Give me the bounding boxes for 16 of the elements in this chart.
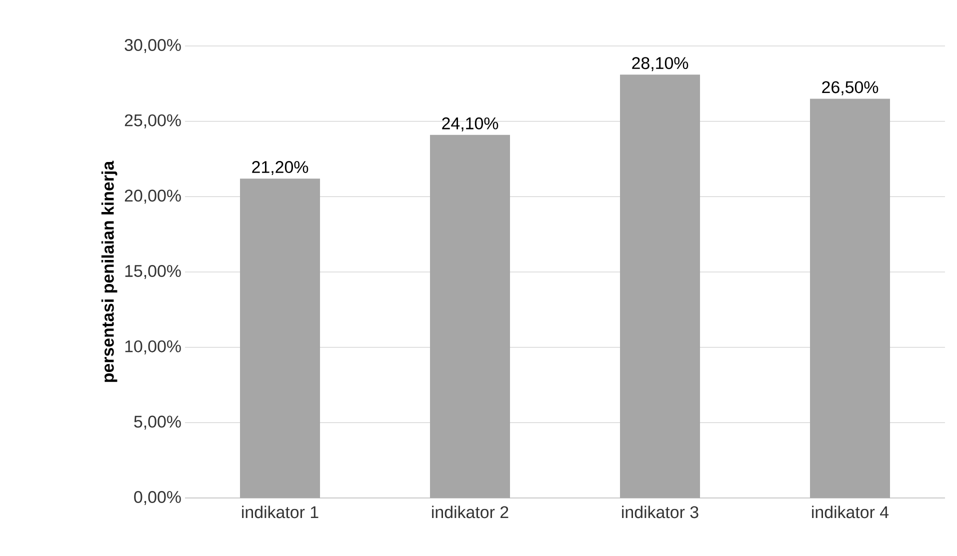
y-tick-label: 20,00% — [124, 190, 181, 204]
x-tick-label: indikator 3 — [622, 506, 698, 518]
y-tick-label: 25,00% — [124, 114, 181, 128]
x-tick-label: indikator 2 — [432, 506, 508, 518]
x-tick-label: indikator 1 — [242, 506, 318, 518]
y-tick-label: 10,00% — [125, 340, 181, 354]
data-label: 26,50% — [822, 81, 878, 96]
data-label: 28,10% — [632, 57, 688, 72]
y-tick-label: 0,00% — [134, 490, 181, 505]
y-axis-title: persentasi penilaian kinerja — [101, 160, 118, 382]
data-label: 21,20% — [252, 161, 308, 176]
y-tick-label: 30,00% — [124, 38, 181, 53]
y-tick-label: 5,00% — [134, 416, 181, 430]
data-label: 24,10% — [442, 117, 498, 132]
y-tick-label: 15,00% — [125, 264, 181, 279]
x-tick-label: indikator 4 — [812, 506, 889, 518]
